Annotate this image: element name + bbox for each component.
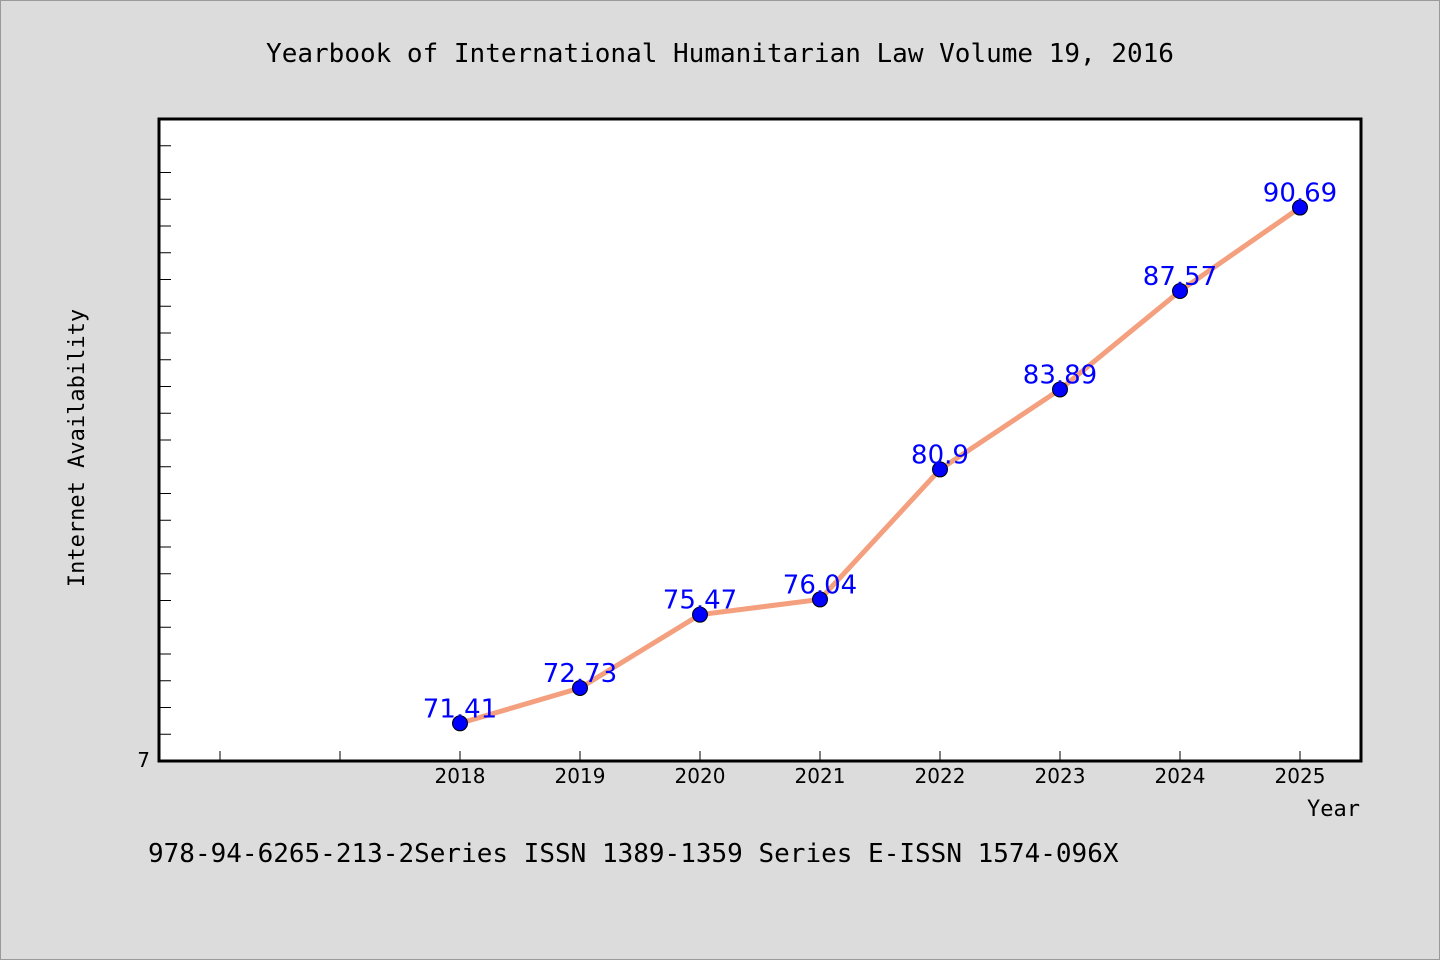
data-label: 71.41 xyxy=(423,694,497,724)
y-axis-ticks xyxy=(159,145,171,735)
footer-isbn-text: 978-94-6265-213-2Series ISSN 1389-1359 S… xyxy=(148,839,1119,869)
data-point xyxy=(452,715,468,732)
x-tick-label: 2024 xyxy=(1155,764,1206,788)
data-point xyxy=(1292,199,1308,216)
data-label: 75.47 xyxy=(663,586,737,616)
x-tick-label: 2025 xyxy=(1275,764,1326,788)
y-tick-label: 7 xyxy=(137,748,150,772)
data-point xyxy=(1052,381,1068,398)
data-label: 83.89 xyxy=(1023,360,1097,390)
data-labels: 71.41 72.73 75.47 76.04 80.9 83.89 87.57 90.69 xyxy=(423,179,1337,725)
x-axis-label: Year xyxy=(1307,797,1360,822)
x-tick-label: 2018 xyxy=(435,764,486,788)
chart-title: Yearbook of International Humanitarian L… xyxy=(266,39,1174,69)
series-line xyxy=(457,205,1303,726)
data-point xyxy=(692,606,708,623)
data-label: 90.69 xyxy=(1263,179,1337,209)
data-label: 80.9 xyxy=(911,440,969,470)
data-point xyxy=(932,461,948,478)
x-tick-label: 2020 xyxy=(675,764,726,788)
data-markers xyxy=(452,199,1308,732)
data-point xyxy=(1172,283,1188,300)
data-label: 72.73 xyxy=(543,659,617,689)
x-axis-ticks xyxy=(219,751,1301,761)
x-tick-label: 2019 xyxy=(555,764,606,788)
plot-area xyxy=(157,117,1363,763)
x-tick-label: 2023 xyxy=(1035,764,1086,788)
x-tick-labels: 2018 2019 2020 2021 2022 2023 2024 2025 xyxy=(435,764,1326,788)
y-axis-label: Internet Availability xyxy=(65,309,90,587)
data-point xyxy=(572,679,588,696)
data-label: 87.57 xyxy=(1143,262,1217,292)
x-tick-label: 2022 xyxy=(915,764,966,788)
x-tick-label: 2021 xyxy=(795,764,846,788)
data-point xyxy=(812,591,828,608)
data-label: 76.04 xyxy=(783,570,857,600)
